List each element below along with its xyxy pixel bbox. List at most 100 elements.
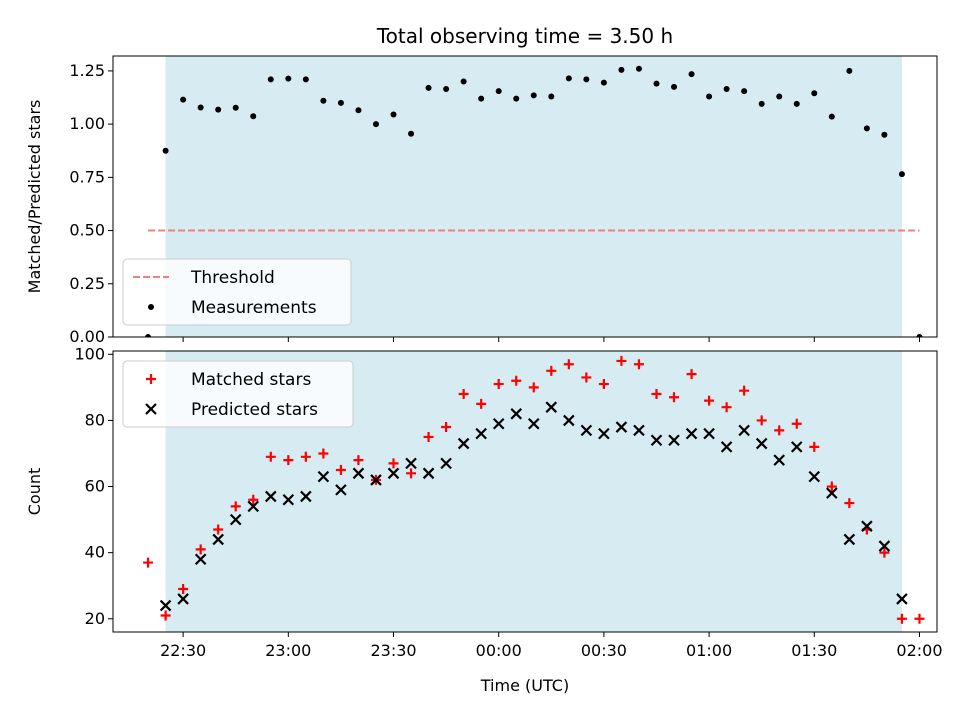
legend-box bbox=[122, 360, 354, 428]
predicted-star-point bbox=[720, 441, 733, 453]
y-tick-label: 0.25 bbox=[69, 274, 105, 293]
x-tick-label: 01:30 bbox=[791, 641, 837, 660]
measurement-point bbox=[706, 93, 713, 100]
predicted-star-point bbox=[335, 484, 347, 496]
y-tick-label: 100 bbox=[74, 344, 105, 363]
y-tick-label: 40 bbox=[85, 543, 105, 562]
measurement-point bbox=[162, 147, 169, 154]
legend-matched-handle bbox=[146, 374, 156, 384]
matched-star-point bbox=[633, 359, 644, 370]
matched-star-point bbox=[669, 392, 680, 403]
predicted-star-point bbox=[773, 454, 785, 466]
y-tick-label: 0.00 bbox=[69, 327, 105, 346]
measurement-point bbox=[653, 80, 660, 87]
measurement-point bbox=[215, 106, 222, 113]
legend-measurement-handle bbox=[148, 304, 154, 310]
matched-star-point bbox=[581, 372, 592, 383]
predicted-star-point bbox=[317, 470, 330, 483]
x-tick-label: 23:30 bbox=[370, 641, 416, 660]
predicted-star-point bbox=[615, 421, 628, 433]
predicted-star-point bbox=[580, 424, 593, 437]
matched-star-point bbox=[213, 524, 224, 535]
predicted-star-point bbox=[247, 500, 260, 513]
measurement-point bbox=[197, 104, 204, 111]
measurement-point bbox=[250, 113, 257, 120]
x-tick-label: 22:30 bbox=[160, 641, 206, 660]
measurement-point bbox=[495, 88, 502, 95]
matched-star-point bbox=[546, 365, 557, 376]
predicted-star-point bbox=[300, 490, 312, 503]
measurement-point bbox=[548, 93, 555, 100]
measurement-point bbox=[618, 66, 625, 73]
matched-star-point bbox=[844, 498, 855, 509]
predicted-star-point bbox=[229, 513, 242, 526]
measurement-point bbox=[898, 171, 905, 178]
predicted-star-point bbox=[159, 599, 172, 612]
measurement-point bbox=[793, 100, 800, 107]
predicted-star-point bbox=[457, 437, 470, 450]
y-tick-label: 20 bbox=[85, 609, 105, 628]
legend-box bbox=[122, 258, 352, 326]
measurement-point bbox=[846, 67, 853, 74]
y-tick-label: 0.75 bbox=[69, 167, 105, 186]
y-tick-label: 1.25 bbox=[69, 61, 105, 80]
measurement-point bbox=[145, 334, 152, 337]
x-axis-label: Time (UTC) bbox=[480, 676, 569, 695]
matched-star-point bbox=[704, 395, 715, 406]
predicted-star-point bbox=[510, 408, 523, 420]
y-tick-label: 60 bbox=[85, 477, 105, 496]
predicted-star-point bbox=[212, 533, 224, 546]
measurement-point bbox=[881, 131, 888, 138]
matched-star-point bbox=[406, 468, 417, 479]
measurement-point bbox=[285, 75, 292, 82]
measurement-point bbox=[530, 92, 537, 99]
measurement-point bbox=[478, 95, 485, 102]
measurement-point bbox=[583, 76, 590, 83]
chart-title: Total observing time = 3.50 h bbox=[376, 24, 673, 48]
measurement-point bbox=[267, 76, 274, 83]
matched-star-point bbox=[896, 613, 907, 624]
predicted-star-point bbox=[790, 441, 803, 453]
predicted-star-point bbox=[265, 490, 277, 503]
predicted-star-point bbox=[492, 417, 505, 430]
matched-star-point bbox=[511, 375, 522, 386]
measurement-point bbox=[443, 85, 450, 92]
predicted-star-point bbox=[738, 424, 750, 437]
matched-star-point bbox=[476, 398, 487, 409]
predicted-star-point bbox=[177, 593, 189, 605]
matched-star-point bbox=[178, 584, 189, 595]
x-tick-label: 01:00 bbox=[686, 641, 732, 660]
measurement-point bbox=[776, 93, 783, 100]
matched-star-point bbox=[388, 458, 399, 469]
matched-star-point bbox=[774, 425, 785, 436]
matched-star-point bbox=[318, 448, 329, 459]
measurement-point bbox=[565, 75, 572, 82]
measurement-point bbox=[513, 95, 520, 102]
legend-entry-label: Measurements bbox=[191, 298, 317, 318]
predicted-star-point bbox=[422, 467, 435, 480]
predicted-star-point bbox=[633, 424, 645, 437]
predicted-star-point bbox=[475, 427, 487, 440]
y-tick-label: 0.50 bbox=[69, 221, 105, 240]
predicted-star-point bbox=[896, 593, 908, 605]
matched-star-point bbox=[230, 501, 241, 512]
matched-star-point bbox=[651, 388, 662, 399]
predicted-star-point bbox=[563, 414, 575, 427]
y-axis-label: Matched/Predicted stars bbox=[25, 100, 44, 294]
matched-star-point bbox=[353, 455, 364, 466]
measurement-point bbox=[916, 334, 923, 337]
measurement-point bbox=[372, 121, 379, 128]
matched-star-point bbox=[598, 379, 609, 390]
matched-star-point bbox=[335, 465, 346, 476]
matched-star-point bbox=[914, 613, 925, 624]
predicted-star-point bbox=[405, 457, 417, 470]
matched-star-point bbox=[283, 455, 294, 466]
matched-star-point bbox=[721, 402, 732, 413]
matched-star-point bbox=[616, 355, 627, 366]
predicted-star-point bbox=[650, 434, 663, 447]
predicted-star-point bbox=[826, 487, 838, 499]
predicted-star-point bbox=[685, 427, 698, 440]
measurement-point bbox=[180, 96, 187, 103]
matched-star-point bbox=[528, 382, 539, 393]
measurement-point bbox=[408, 130, 415, 137]
